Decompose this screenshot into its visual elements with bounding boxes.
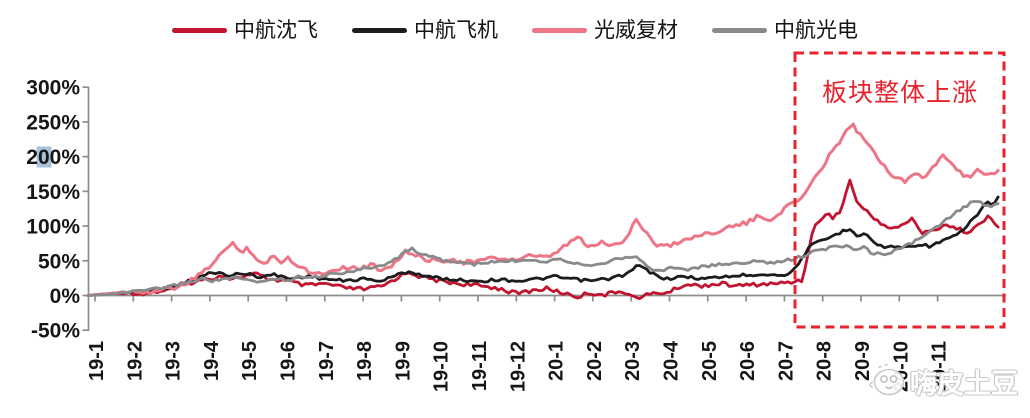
watermark: 嗨皮土豆 [869,362,1018,398]
x-axis-label: 20-9 [852,341,874,381]
x-axis-label: 20-8 [814,341,836,381]
text-selection-highlight [36,146,52,168]
y-axis-label: 200% [26,146,80,169]
legend-swatch [532,28,587,33]
x-axis-label: 20-6 [737,341,759,381]
legend-item-4: 中航光电 [712,20,858,41]
x-axis-label: 19-8 [354,341,376,381]
legend-label: 中航沈飞 [234,19,318,42]
legend-label: 中航光电 [774,19,858,42]
x-axis-label: 19-11 [469,341,491,391]
x-axis-label: 20-11 [929,341,951,391]
y-axis-label: 100% [26,216,80,239]
annotation-label: 板块整体上涨 [822,79,978,107]
x-axis-label: 19-10 [431,341,453,392]
legend: 中航沈飞 中航飞机 光威复材 中航光电 [0,20,1030,41]
annotation-box [793,51,1006,329]
legend-item-3: 光威复材 [532,20,678,41]
x-axis-label: 19-6 [278,341,300,381]
x-axis-label: 20-7 [775,341,797,381]
potato-face-icon [869,363,905,396]
series-line-中航光电 [86,200,1000,297]
x-axis-label: 19-5 [239,341,261,381]
x-axis-label: 19-7 [316,341,338,381]
x-axis-labels: 19-1 19-2 19-3 19-4 19-5 19-6 19-7 19-8 19-9 19-1… [86,340,951,392]
series-line-中航飞机 [86,195,1000,297]
legend-label: 光威复材 [594,19,678,42]
y-axis-labels: 300% 250% 200% 150% 100% 50% 0% -50% [26,77,80,343]
x-axis-label: 20-3 [622,341,644,381]
x-axis-label: 19-2 [124,341,146,381]
x-axis-label: 20-1 [546,341,568,381]
x-axis-label: 19-1 [86,341,108,381]
legend-swatch [352,28,407,33]
legend-label: 中航飞机 [414,19,498,42]
x-axis-label: 19-4 [201,340,223,381]
y-axis-label: 150% [26,181,80,204]
y-axis-label: 250% [26,111,80,134]
x-axis-label: 19-3 [163,341,185,381]
x-axis-label: 19-12 [507,341,529,392]
legend-item-2: 中航飞机 [352,20,498,41]
legend-swatch [712,28,767,33]
x-axis-label: 20-5 [699,341,721,381]
axes [82,86,1006,332]
watermark-text: 嗨皮土豆 [910,369,1018,399]
y-axis-label: 0% [50,285,81,308]
x-axis-label: 20-4 [661,340,683,381]
legend-item-1: 中航沈飞 [172,20,318,41]
legend-swatch [172,28,227,33]
y-axis-label: -50% [31,320,80,343]
y-axis-label: 300% [26,77,80,100]
y-axis-label: 50% [38,250,80,273]
series-line-中航沈飞 [86,178,1000,301]
x-axis-label: 20-2 [584,341,606,381]
series-line-光威复材 [86,122,1000,297]
x-axis-label: 19-9 [392,341,414,381]
series-lines [86,122,1000,301]
